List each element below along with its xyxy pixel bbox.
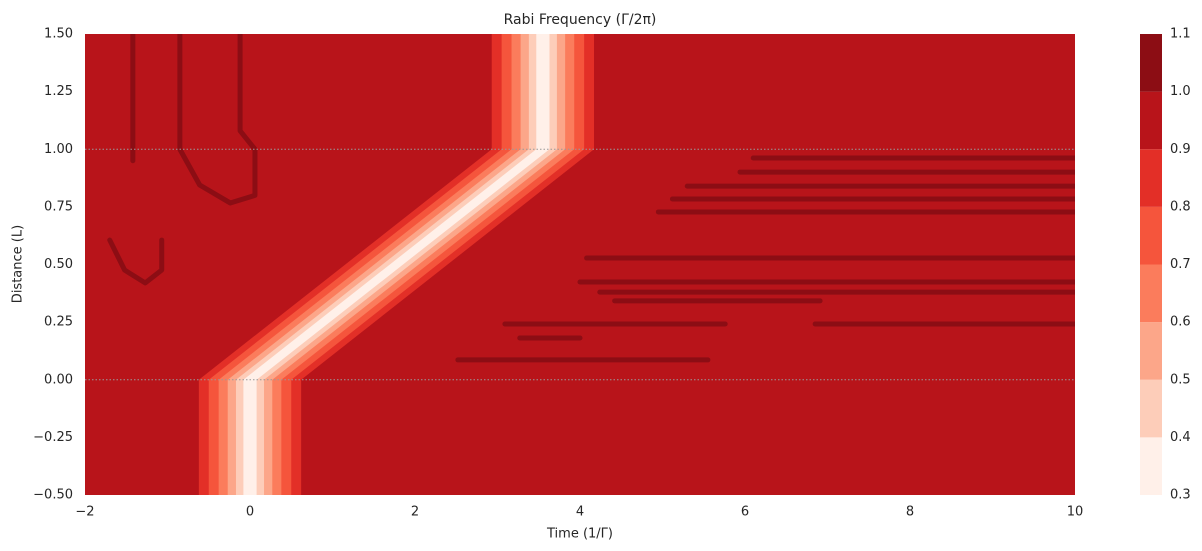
y-tick-label: 0.75 — [44, 199, 73, 214]
colorbar-tick-label: 1.0 — [1170, 84, 1191, 99]
colorbar-tick-label: 0.7 — [1170, 257, 1191, 272]
x-tick-label: 6 — [741, 505, 749, 520]
x-tick-label: 4 — [576, 505, 584, 520]
y-tick-label: 1.50 — [44, 27, 73, 42]
colorbar-band — [1140, 206, 1162, 265]
colorbar-band — [1140, 91, 1162, 150]
x-tick-label: −2 — [75, 505, 94, 520]
y-tick-label: −0.25 — [33, 430, 73, 445]
x-tick-label: 0 — [246, 505, 254, 520]
chart-title: Rabi Frequency (Γ/2π) — [504, 12, 657, 28]
high-region — [177, 34, 258, 206]
x-axis-label: Time (1/Γ) — [546, 527, 613, 542]
colorbar-band — [1140, 34, 1162, 92]
colorbar-tick-label: 0.4 — [1170, 430, 1191, 445]
y-tick-label: 0.00 — [44, 372, 73, 387]
x-tick-label: 10 — [1067, 505, 1084, 520]
colorbar-tick-label: 0.6 — [1170, 315, 1191, 330]
colorbar-band — [1140, 149, 1162, 207]
y-axis-label: Distance (L) — [11, 225, 26, 303]
y-tick-label: −0.50 — [33, 488, 73, 503]
pulse-band — [243, 34, 550, 495]
colorbar-tick-label: 0.9 — [1170, 142, 1191, 157]
contour-layer — [85, 34, 1075, 495]
x-tick-label: 2 — [411, 505, 419, 520]
colorbar-tick-label: 0.3 — [1170, 488, 1191, 503]
y-tick-label: 1.00 — [44, 142, 73, 157]
colorbar-band — [1140, 322, 1162, 380]
colorbar-band — [1140, 437, 1162, 495]
y-tick-label: 1.25 — [44, 84, 73, 99]
colorbar-tick-label: 0.8 — [1170, 199, 1191, 214]
colorbar-tick-label: 0.5 — [1170, 372, 1191, 387]
colorbar-tick-label: 1.1 — [1170, 27, 1191, 42]
high-region — [107, 237, 165, 286]
colorbar: 0.3 0.4 0.5 0.6 0.7 0.8 0.9 1.0 1.1 — [1140, 27, 1191, 503]
y-tick-label: 0.25 — [44, 315, 73, 330]
plot-area — [85, 34, 1075, 495]
y-tick-label: 0.50 — [44, 257, 73, 272]
x-tick-label: 8 — [906, 505, 914, 520]
colorbar-band — [1140, 264, 1162, 323]
colorbar-band — [1140, 379, 1162, 438]
